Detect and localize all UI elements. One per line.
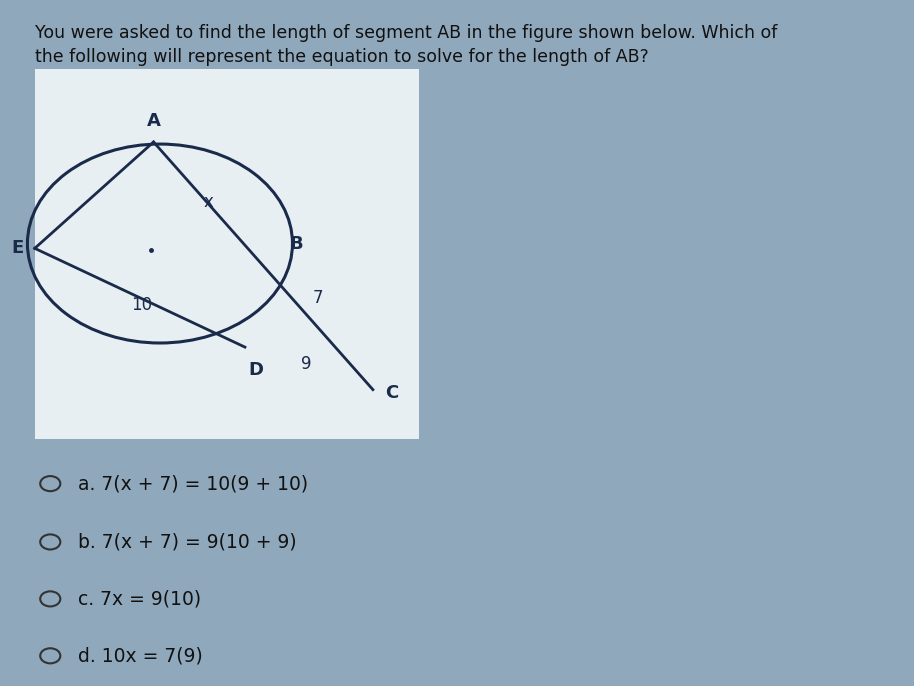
Text: a. 7(x + 7) = 10(9 + 10): a. 7(x + 7) = 10(9 + 10) <box>78 474 308 493</box>
Text: 7: 7 <box>313 289 324 307</box>
Text: You were asked to find the length of segment AB in the figure shown below. Which: You were asked to find the length of seg… <box>35 24 777 42</box>
Text: A: A <box>146 112 161 130</box>
Bar <box>35 69 419 439</box>
Text: 9: 9 <box>301 355 312 372</box>
Text: D: D <box>249 361 263 379</box>
Text: C: C <box>385 384 398 402</box>
Text: the following will represent the equation to solve for the length of AB?: the following will represent the equatio… <box>35 48 648 66</box>
Text: x: x <box>204 193 213 211</box>
Text: b. 7(x + 7) = 9(10 + 9): b. 7(x + 7) = 9(10 + 9) <box>78 532 296 552</box>
Text: B: B <box>290 235 303 252</box>
Text: c. 7x = 9(10): c. 7x = 9(10) <box>78 589 201 608</box>
Text: 10: 10 <box>131 296 153 314</box>
Text: d. 10x = 7(9): d. 10x = 7(9) <box>78 646 202 665</box>
Text: E: E <box>12 239 24 257</box>
